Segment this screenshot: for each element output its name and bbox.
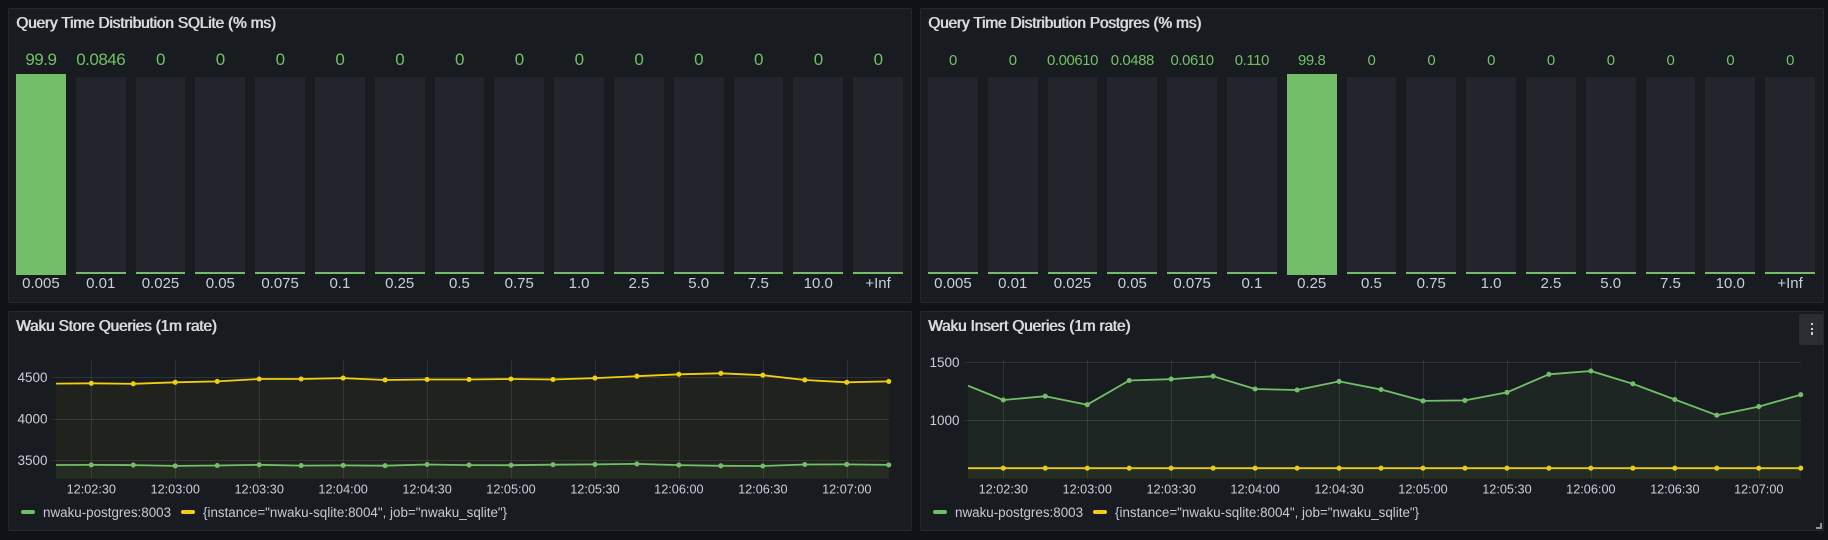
svg-text:12:07:00: 12:07:00: [822, 483, 871, 497]
svg-text:12:03:30: 12:03:30: [1146, 483, 1195, 497]
svg-text:12:05:00: 12:05:00: [486, 483, 535, 497]
svg-text:12:04:00: 12:04:00: [318, 483, 367, 497]
svg-text:3500: 3500: [17, 453, 47, 468]
svg-text:1000: 1000: [929, 413, 959, 428]
svg-text:12:04:30: 12:04:30: [1314, 483, 1363, 497]
svg-text:12:03:00: 12:03:00: [151, 483, 200, 497]
svg-text:4500: 4500: [17, 370, 47, 385]
svg-text:12:06:30: 12:06:30: [738, 483, 787, 497]
svg-text:12:07:00: 12:07:00: [1734, 483, 1783, 497]
svg-text:12:05:30: 12:05:30: [1482, 483, 1531, 497]
svg-text:12:04:00: 12:04:00: [1230, 483, 1279, 497]
svg-text:12:06:00: 12:06:00: [1566, 483, 1615, 497]
svg-text:12:03:30: 12:03:30: [234, 483, 283, 497]
svg-text:1500: 1500: [929, 355, 959, 370]
svg-text:12:04:30: 12:04:30: [402, 483, 451, 497]
svg-text:12:02:30: 12:02:30: [979, 483, 1028, 497]
svg-text:12:03:00: 12:03:00: [1063, 483, 1112, 497]
svg-text:12:05:00: 12:05:00: [1398, 483, 1447, 497]
svg-text:4000: 4000: [17, 412, 47, 427]
svg-text:12:02:30: 12:02:30: [67, 483, 116, 497]
svg-text:12:06:00: 12:06:00: [654, 483, 703, 497]
svg-text:12:06:30: 12:06:30: [1650, 483, 1699, 497]
svg-text:12:05:30: 12:05:30: [570, 483, 619, 497]
